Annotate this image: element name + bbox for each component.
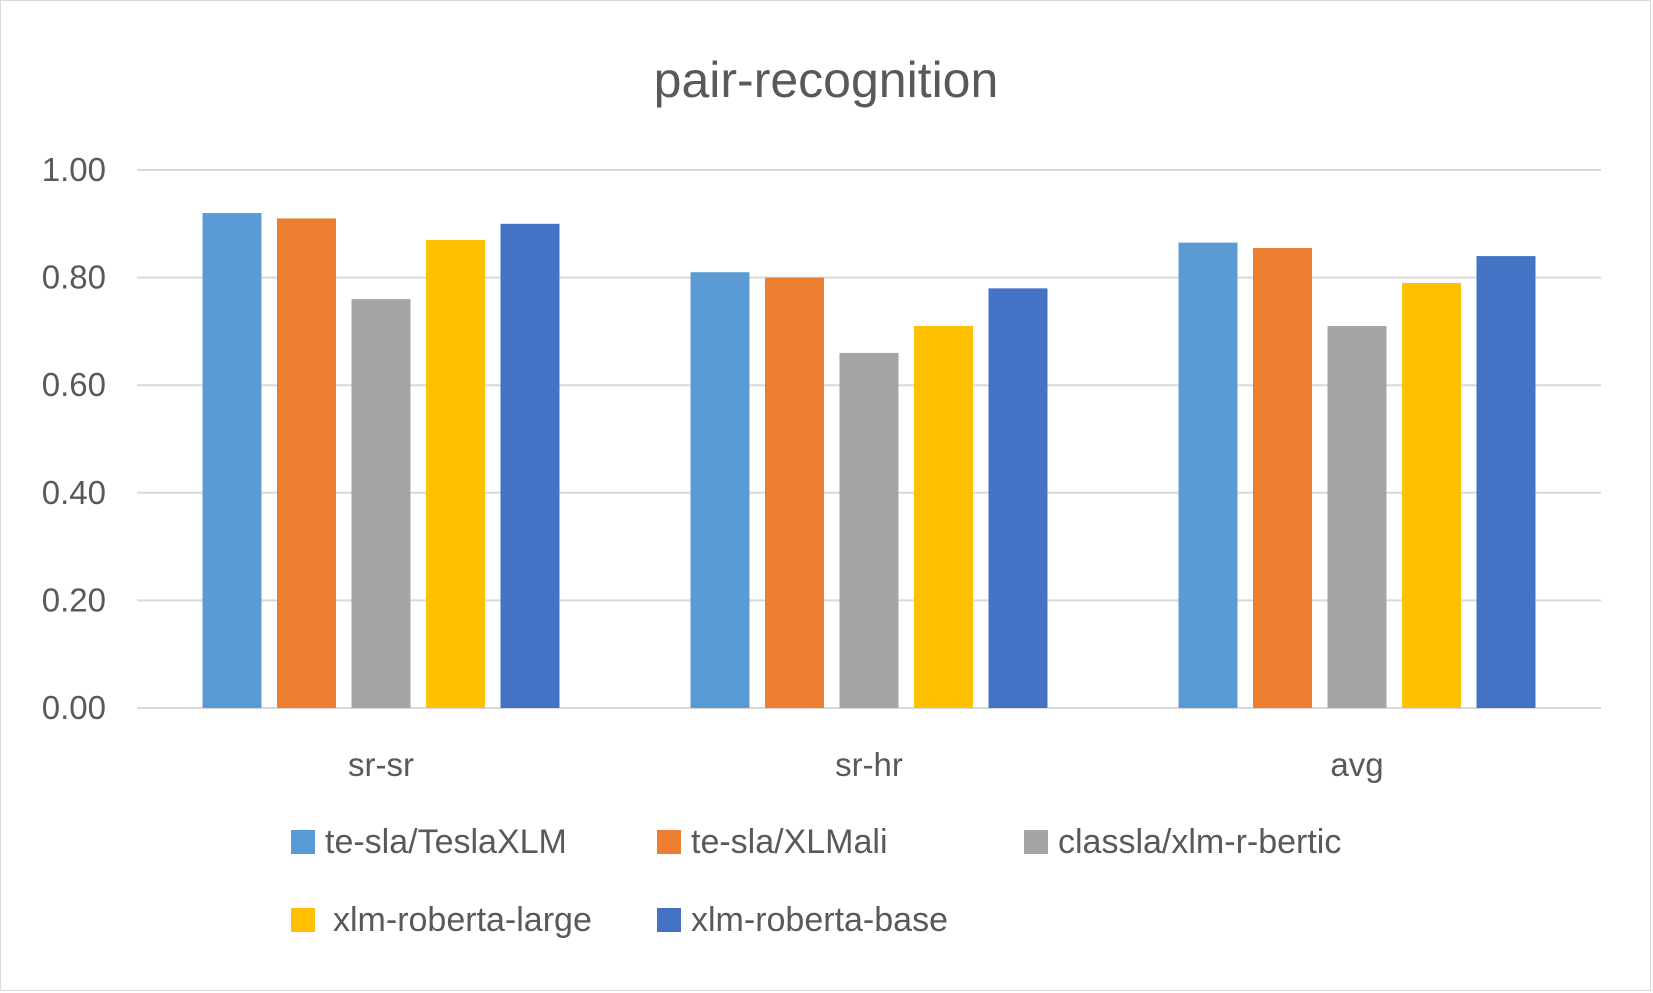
legend: te-sla/TeslaXLM te-sla/XLMali classla/xlm-… bbox=[291, 823, 1341, 939]
x-category-label: sr-hr bbox=[835, 746, 903, 783]
bar-avg-1 bbox=[1253, 248, 1312, 708]
bar-sr-hr-1 bbox=[765, 277, 824, 708]
y-tick-label: 0.80 bbox=[42, 259, 106, 296]
legend-label: te-sla/XLMali bbox=[691, 823, 888, 861]
x-axis-categories: sr-sr sr-hr avg bbox=[348, 746, 1384, 783]
bar-avg-2 bbox=[1327, 326, 1387, 708]
legend-label: te-sla/TeslaXLM bbox=[325, 823, 567, 861]
legend-swatch bbox=[291, 908, 315, 932]
bar-sr-sr-4 bbox=[500, 223, 560, 709]
bar-sr-sr-3 bbox=[426, 239, 485, 708]
bars bbox=[202, 213, 1536, 709]
bar-sr-hr-3 bbox=[914, 326, 973, 708]
y-tick-label: 0.40 bbox=[42, 474, 106, 511]
bar-avg-4 bbox=[1476, 256, 1536, 708]
bar-sr-sr-0 bbox=[202, 213, 262, 709]
x-category-label: avg bbox=[1330, 746, 1383, 783]
bar-avg-3 bbox=[1402, 282, 1461, 708]
bar-sr-sr-1 bbox=[277, 218, 336, 709]
bar-avg-0 bbox=[1178, 242, 1238, 708]
bar-sr-hr-4 bbox=[988, 288, 1048, 708]
legend-label: xlm-roberta-large bbox=[333, 901, 592, 939]
legend-swatch bbox=[1024, 830, 1048, 854]
legend-label: classla/xlm-r-bertic bbox=[1058, 823, 1341, 861]
x-category-label: sr-sr bbox=[348, 746, 414, 783]
y-axis-ticks: 0.00 0.20 0.40 0.60 0.80 1.00 bbox=[42, 151, 106, 726]
y-tick-label: 0.60 bbox=[42, 366, 106, 403]
legend-swatch bbox=[657, 830, 681, 854]
bar-sr-sr-2 bbox=[351, 299, 411, 708]
bar-sr-hr-0 bbox=[690, 272, 750, 708]
chart-title: pair-recognition bbox=[654, 52, 999, 108]
y-tick-label: 1.00 bbox=[42, 151, 106, 188]
bar-sr-hr-2 bbox=[839, 352, 899, 708]
y-tick-label: 0.00 bbox=[42, 689, 106, 726]
legend-label: xlm-roberta-base bbox=[691, 901, 948, 939]
legend-swatch bbox=[657, 908, 681, 932]
y-tick-label: 0.20 bbox=[42, 581, 106, 618]
legend-swatch bbox=[291, 830, 315, 854]
